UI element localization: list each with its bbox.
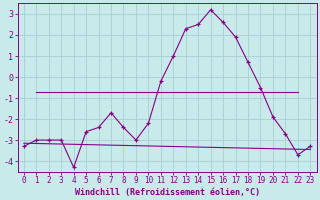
- X-axis label: Windchill (Refroidissement éolien,°C): Windchill (Refroidissement éolien,°C): [75, 188, 260, 197]
